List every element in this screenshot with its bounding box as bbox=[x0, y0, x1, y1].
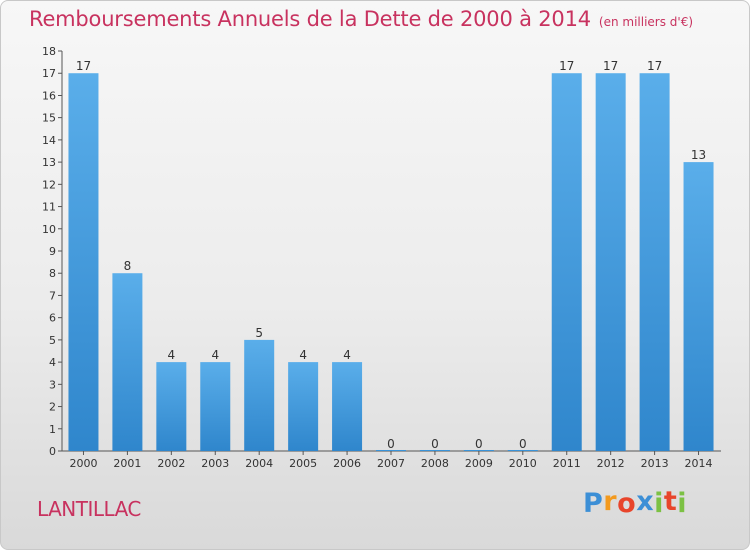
bar-value-label: 4 bbox=[168, 348, 176, 362]
place-name: LANTILLAC bbox=[37, 497, 141, 521]
logo-letter: P bbox=[583, 488, 604, 519]
bar bbox=[595, 73, 626, 451]
bar-value-label: 13 bbox=[691, 148, 706, 162]
x-tick-label: 2014 bbox=[685, 457, 713, 470]
y-tick-label: 12 bbox=[42, 178, 56, 191]
y-tick-label: 4 bbox=[49, 356, 56, 369]
bar-value-label: 17 bbox=[647, 59, 662, 73]
y-tick-label: 8 bbox=[49, 267, 56, 280]
y-tick-label: 16 bbox=[42, 89, 56, 102]
x-tick-label: 2010 bbox=[509, 457, 537, 470]
logo-letter: r bbox=[603, 486, 618, 517]
bar-value-label: 17 bbox=[76, 59, 91, 73]
y-tick-label: 11 bbox=[42, 201, 56, 214]
chart-subtitle: (en milliers d'€) bbox=[598, 15, 694, 29]
y-tick-label: 6 bbox=[49, 312, 56, 325]
proxiti-logo: Proxiti bbox=[583, 486, 688, 519]
bar bbox=[112, 273, 143, 451]
bar-value-label: 0 bbox=[475, 437, 483, 451]
x-tick-label: 2000 bbox=[69, 457, 97, 470]
y-tick-label: 10 bbox=[42, 223, 56, 236]
bar bbox=[156, 362, 187, 451]
logo-letter: t bbox=[663, 486, 678, 517]
y-tick-label: 2 bbox=[49, 401, 56, 414]
bar bbox=[244, 339, 275, 451]
x-tick-label: 2006 bbox=[333, 457, 361, 470]
x-tick-label: 2013 bbox=[641, 457, 669, 470]
bar-value-label: 17 bbox=[559, 59, 574, 73]
bar-value-label: 5 bbox=[255, 326, 263, 340]
bar bbox=[332, 362, 363, 451]
logo-letter: o bbox=[617, 488, 637, 519]
chart-title: Remboursements Annuels de la Dette de 20… bbox=[29, 7, 693, 31]
bars: 17 8 4 4 5 4 4 0 0 0 0 17 17 17 13 bbox=[68, 59, 714, 451]
x-tick-label: 2003 bbox=[201, 457, 229, 470]
x-tick-label: 2011 bbox=[553, 457, 581, 470]
bar-value-label: 8 bbox=[124, 259, 132, 273]
y-tick-label: 1 bbox=[49, 423, 56, 436]
bar-value-label: 0 bbox=[431, 437, 439, 451]
x-tick-label: 2001 bbox=[113, 457, 141, 470]
logo-letter: i bbox=[677, 488, 688, 519]
bar bbox=[288, 362, 319, 451]
x-tick-label: 2008 bbox=[421, 457, 449, 470]
y-tick-label: 3 bbox=[49, 378, 56, 391]
x-tick-label: 2004 bbox=[245, 457, 273, 470]
bar-value-label: 4 bbox=[343, 348, 351, 362]
logo-letter: i bbox=[654, 488, 664, 519]
y-tick-label: 13 bbox=[42, 156, 56, 169]
x-tick-label: 2005 bbox=[289, 457, 317, 470]
bar-value-label: 0 bbox=[387, 437, 395, 451]
logo-letter: x bbox=[636, 486, 655, 517]
bar-value-label: 4 bbox=[211, 348, 219, 362]
y-tick-label: 15 bbox=[42, 112, 56, 125]
x-tick-label: 2009 bbox=[465, 457, 493, 470]
y-tick-label: 0 bbox=[49, 445, 56, 458]
x-tick-label: 2007 bbox=[377, 457, 405, 470]
x-tick-label: 2002 bbox=[157, 457, 185, 470]
y-tick-label: 7 bbox=[49, 289, 56, 302]
bar bbox=[551, 73, 582, 451]
bar-value-label: 17 bbox=[603, 59, 618, 73]
bar-value-label: 0 bbox=[519, 437, 527, 451]
x-tick-label: 2012 bbox=[597, 457, 625, 470]
bar-value-label: 4 bbox=[299, 348, 307, 362]
y-tick-label: 14 bbox=[42, 134, 56, 147]
bar bbox=[639, 73, 670, 451]
bar bbox=[683, 162, 714, 451]
y-tick-label: 17 bbox=[42, 67, 56, 80]
bar bbox=[200, 362, 231, 451]
bar bbox=[68, 73, 99, 451]
chart-title-text: Remboursements Annuels de la Dette de 20… bbox=[29, 7, 591, 31]
y-tick-label: 9 bbox=[49, 245, 56, 258]
y-tick-label: 18 bbox=[42, 45, 56, 58]
y-tick-label: 5 bbox=[49, 334, 56, 347]
